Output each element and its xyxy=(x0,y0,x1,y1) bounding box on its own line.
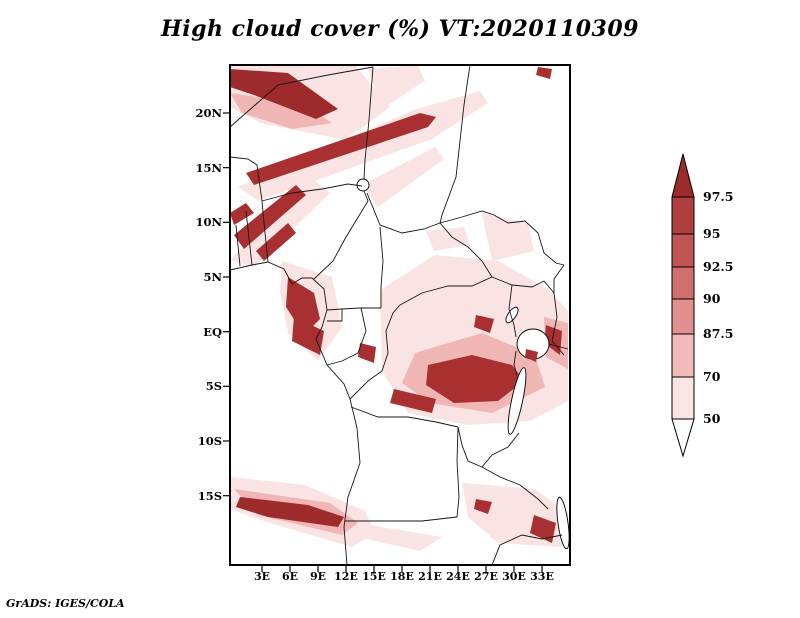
country-border xyxy=(230,156,263,202)
cloud-region xyxy=(474,499,492,514)
colorbar-arrow-bottom xyxy=(671,418,695,458)
colorbar-label: 92.5 xyxy=(703,259,734,274)
y-tick-label: EQ xyxy=(203,324,222,339)
country-border xyxy=(345,516,458,522)
lake xyxy=(556,496,570,550)
colorbar-label: 50 xyxy=(703,411,721,426)
lake xyxy=(507,367,527,435)
country-border xyxy=(548,343,569,350)
cloud-region xyxy=(230,93,332,129)
colorbar-label: 97.5 xyxy=(703,189,734,204)
country-border xyxy=(326,307,381,311)
country-border xyxy=(235,224,241,267)
y-tick-label: 20N xyxy=(195,106,222,120)
cloud-region xyxy=(426,355,524,403)
colorbar-segment xyxy=(671,233,695,268)
colorbar-label: 70 xyxy=(703,369,721,384)
country-border xyxy=(366,192,441,234)
plot-title: High cloud cover (%) VT:2020110309 xyxy=(161,16,639,42)
cloud-region xyxy=(230,69,338,119)
colorbar-segment xyxy=(671,196,695,235)
cloud-region xyxy=(536,67,552,79)
colorbar-segment xyxy=(671,376,695,420)
cloud-region xyxy=(292,317,324,355)
x-tick-label: 33E xyxy=(530,570,554,583)
cloud-region xyxy=(236,497,344,527)
country-border xyxy=(230,66,374,128)
country-border xyxy=(350,406,459,428)
cloud-region xyxy=(362,147,444,207)
cloud-region xyxy=(426,227,470,251)
lake xyxy=(505,306,519,324)
country-border xyxy=(439,65,471,224)
country-border xyxy=(327,309,343,322)
colorbar-arrow-top xyxy=(671,153,695,198)
grads-credit: GrADS: IGES/COLA xyxy=(6,597,125,610)
x-tick-label: 21E xyxy=(418,570,442,583)
colorbar-label: 90 xyxy=(703,291,721,306)
country-border xyxy=(491,534,563,565)
cloud-region xyxy=(530,515,556,543)
country-border xyxy=(261,200,269,263)
cloud-region xyxy=(358,343,376,363)
y-tick-label: 10N xyxy=(195,215,222,230)
country-border xyxy=(326,307,367,366)
cloud-region xyxy=(234,185,306,249)
y-tick-label: 10S xyxy=(197,434,222,448)
cloud-region xyxy=(482,213,534,261)
country-border xyxy=(513,350,518,376)
cloud-region xyxy=(366,525,442,551)
country-border xyxy=(379,226,384,308)
country-border xyxy=(230,261,361,565)
x-tick-label: 3E xyxy=(253,570,271,583)
y-tick-label: 15S xyxy=(197,488,222,503)
country-border xyxy=(491,276,555,294)
x-tick-label: 6E xyxy=(281,570,299,583)
colorbar-label: 95 xyxy=(703,226,721,241)
country-border xyxy=(456,426,460,518)
x-tick-label: 18E xyxy=(390,570,414,583)
country-border xyxy=(399,276,493,306)
country-border xyxy=(551,340,565,356)
map-frame xyxy=(229,64,571,566)
x-tick-label: 15E xyxy=(362,570,386,583)
country-border xyxy=(349,304,401,400)
cloud-region xyxy=(256,223,296,261)
country-border xyxy=(261,183,363,202)
country-border xyxy=(553,264,565,293)
cloud-region xyxy=(368,65,425,109)
cloud-region xyxy=(390,389,436,413)
country-border xyxy=(313,190,369,280)
country-border xyxy=(508,284,517,338)
country-border xyxy=(551,292,558,342)
x-tick-label: 30E xyxy=(502,570,526,583)
lake xyxy=(356,178,370,192)
cloud-region xyxy=(230,203,254,225)
colorbar-segment xyxy=(671,298,695,335)
cloud-region xyxy=(474,315,494,333)
colorbar-segment xyxy=(671,333,695,378)
colorbar xyxy=(671,153,695,458)
x-tick-label: 27E xyxy=(474,570,498,583)
x-tick-label: 12E xyxy=(334,570,358,583)
y-tick-label: 5S xyxy=(205,379,222,394)
country-border xyxy=(245,210,253,266)
country-border xyxy=(363,66,374,180)
cloud-region xyxy=(246,113,436,185)
country-border xyxy=(439,210,526,224)
colorbar-segment xyxy=(671,266,695,300)
country-border xyxy=(481,466,549,510)
country-border xyxy=(439,222,493,278)
lake-cloud-spot xyxy=(525,349,538,362)
cloud-region xyxy=(230,177,330,267)
y-tick-label: 5N xyxy=(203,270,222,284)
x-tick-label: 9E xyxy=(309,570,327,583)
map-canvas xyxy=(223,64,571,572)
x-tick-label: 24E xyxy=(446,570,470,583)
colorbar-label: 87.5 xyxy=(703,326,734,341)
y-tick-label: 15N xyxy=(195,160,222,175)
country-border xyxy=(524,220,565,266)
cloud-region xyxy=(286,277,320,335)
